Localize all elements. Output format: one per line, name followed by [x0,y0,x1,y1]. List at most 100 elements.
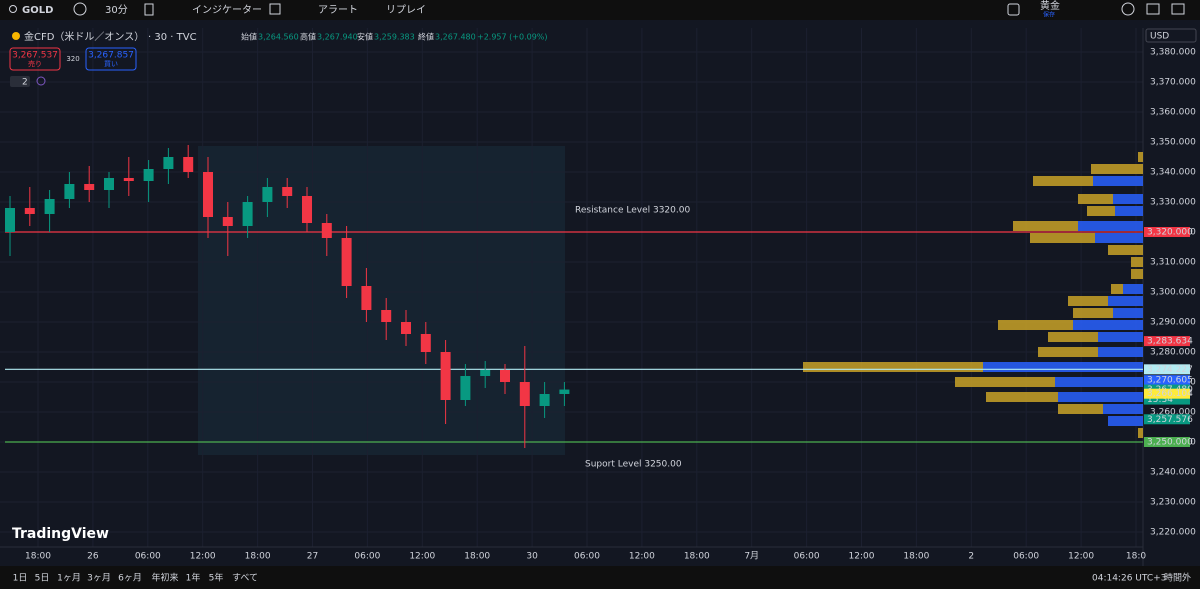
y-tick-label: 3,350.000 [1150,138,1196,148]
x-tick-label: 12:00 [849,552,875,562]
x-tick-label: 12:00 [1068,552,1094,562]
y-tick-label: 3,380.000 [1150,48,1196,58]
profile-up [1058,392,1143,402]
price-label-bg [1144,336,1190,347]
candle-body [64,184,75,199]
session: 時間外 [1164,572,1191,584]
logo: TradingView [12,526,109,542]
profile-up [1108,296,1143,306]
sell-label[interactable]: 売り [28,59,42,68]
x-tick-label: 18:00 [25,552,51,562]
range-button[interactable]: 1年 [186,572,201,584]
templates[interactable] [269,3,281,15]
legend: 金CFD（米ドル／オンス） · 30 · TVC 始値 3,264.560 高値… [9,30,548,88]
x-tick-label: 12:00 [190,552,216,562]
x-tick-label: 18:00 [903,552,929,562]
buy-label[interactable]: 買い [104,60,118,68]
candle-body [282,187,293,196]
layout-name[interactable]: 黄金 [1040,0,1060,12]
footer-bg [0,566,1200,589]
symbol[interactable]: GOLD [22,5,53,16]
price-label: 3,283.634 [1147,337,1193,347]
range-button[interactable]: 1ヶ月 [57,573,81,584]
profile-down [1013,221,1078,231]
spread: 320 [66,55,79,63]
level-annotation: Suport Level 3250.00 [585,460,682,470]
range-button[interactable]: すべて [232,573,258,584]
profile-up [1078,221,1143,231]
profile-up [1055,377,1143,387]
range-button[interactable]: 5日 [35,573,50,584]
y-tick-label: 3,360.000 [1150,108,1196,118]
price-label: 3,266.104 [1147,389,1193,399]
x-tick-label: 06:00 [354,552,380,562]
range-button[interactable]: 3ヶ月 [87,573,111,584]
candle-body [143,169,154,181]
top-toolbar: GOLD 30分 インジケーター アラート リプレイ 黄金 保存 [0,0,1200,20]
candle-body [242,202,253,226]
price-label: 3,250.000 [1147,438,1193,448]
profile-down [998,320,1073,330]
x-tick-label: 7月 [744,551,759,562]
search-icon[interactable] [9,5,17,13]
ohlc-label: 始値 [241,32,257,42]
profile-down [1073,308,1113,318]
profile-down [803,362,983,372]
layout-toggle[interactable] [1007,3,1020,16]
range-button[interactable]: 1日 [13,573,28,584]
y-tick-label: 3,300.000 [1150,288,1196,298]
price-label-bg [1144,437,1190,447]
interval[interactable]: 30分 [105,4,128,16]
candle-body [203,172,213,217]
buy-button[interactable] [85,47,137,71]
buy-price[interactable]: 3,267.857 [88,51,134,61]
profile-down [986,392,1058,402]
candle-body [460,376,471,400]
x-tick-label: 06:00 [574,552,600,562]
profile-up [1113,308,1143,318]
add-symbol[interactable] [73,2,87,16]
level-annotation: Resistance Level 3320.00 [575,206,690,216]
profile-up [1093,176,1143,186]
sell-button[interactable] [9,47,61,71]
fullscreen[interactable] [1146,3,1160,15]
profile-down [1111,284,1123,294]
settings[interactable] [1121,2,1135,16]
profile-down [955,377,1055,387]
candle-body [539,394,550,406]
alert[interactable]: アラート [318,4,358,16]
profile-down [1078,194,1113,204]
legend-interval: · 30 · TVC [148,32,197,43]
profile-down [1108,245,1143,255]
sell-price[interactable]: 3,267.537 [12,51,58,61]
replay[interactable]: リプレイ [386,4,426,16]
indicator-toggle[interactable] [10,76,30,87]
indicator-count[interactable]: 2 [22,78,28,88]
profile-up [1073,320,1143,330]
profile-up [1115,206,1143,216]
profile-down [1131,257,1143,267]
candle-body [104,178,114,190]
profile-down [1038,347,1098,357]
chart-type[interactable] [144,3,154,16]
y-tick-label: 3,220.000 [1150,528,1196,538]
clock: 04:14:26 UTC+3 [1092,574,1166,584]
change: +2.957 (+0.09%) [477,33,548,42]
indicators[interactable]: インジケーター [192,4,262,16]
profile-up [1113,194,1143,204]
candle-body [420,334,431,352]
candle-body [183,157,194,172]
range-button[interactable]: 6ヶ月 [118,573,142,584]
y-tick-label: 3,370.000 [1150,78,1196,88]
snapshot[interactable] [1171,3,1185,15]
y-tick-label: 3,230.000 [1150,498,1196,508]
range-button[interactable]: 年初来 [151,572,178,584]
y-tick-label: 3,310.000 [1150,258,1196,268]
range-button[interactable]: 5年 [209,572,224,584]
price-label-bg [1144,375,1190,386]
candle-body [302,196,312,223]
x-tick-label: 18:00 [684,552,710,562]
